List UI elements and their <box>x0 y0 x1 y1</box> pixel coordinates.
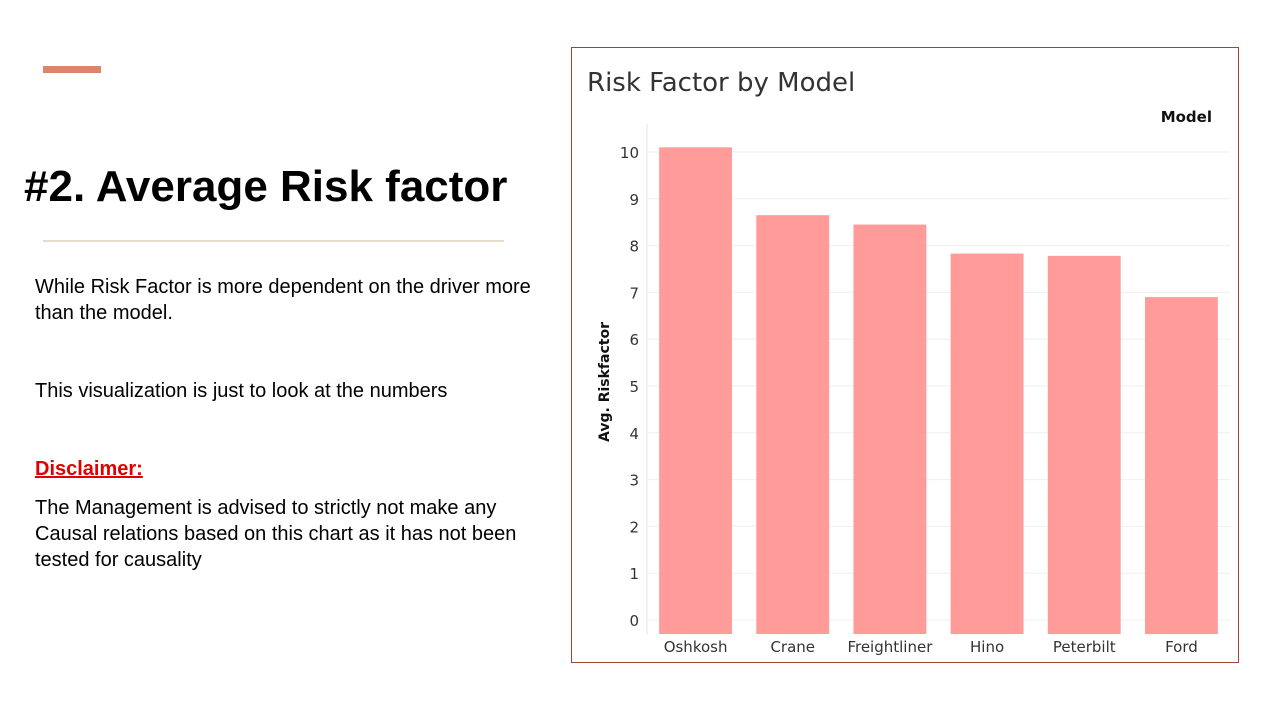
y-tick-label: 4 <box>629 425 639 443</box>
legend-title: Model <box>1161 108 1212 126</box>
y-axis-ticks: 0 1 2 3 4 5 6 7 8 9 10 <box>620 144 639 630</box>
risk-factor-chart: Risk Factor by Model Model Avg. Riskfact… <box>587 68 1230 656</box>
slide-title: #2. Average Risk factor <box>24 162 508 211</box>
y-tick-label: 3 <box>629 472 639 490</box>
y-tick-label: 1 <box>629 565 639 583</box>
y-tick-label: 5 <box>629 378 639 396</box>
accent-bar <box>43 66 101 73</box>
bar-crane <box>756 215 830 635</box>
bar-ford <box>1144 297 1218 635</box>
bar-hino <box>950 253 1024 635</box>
x-tick-label: Peterbilt <box>1053 638 1116 656</box>
y-tick-label: 2 <box>629 518 639 536</box>
bar-oshkosh <box>659 147 733 635</box>
y-tick-label: 9 <box>629 191 639 209</box>
y-tick-label: 8 <box>629 238 639 256</box>
bar-peterbilt <box>1047 255 1121 635</box>
x-axis-categories: Oshkosh Crane Freightliner Hino Peterbilt For… <box>664 638 1198 656</box>
title-divider <box>43 240 504 242</box>
chart-title: Risk Factor by Model <box>587 68 855 98</box>
x-tick-label: Freightliner <box>847 638 933 656</box>
y-axis-label: Avg. Riskfactor <box>597 322 613 442</box>
grid-lines <box>646 123 1230 635</box>
body-paragraph-visualization: This visualization is just to look at th… <box>35 380 448 402</box>
bars <box>659 147 1218 635</box>
y-tick-label: 6 <box>629 331 639 349</box>
y-tick-label: 7 <box>629 284 639 302</box>
x-tick-label: Hino <box>970 638 1004 656</box>
y-tick-label: 10 <box>620 144 639 162</box>
bar-freightliner <box>853 224 927 635</box>
x-tick-label: Oshkosh <box>664 638 728 656</box>
disclaimer-label: Disclaimer: <box>35 458 143 480</box>
disclaimer-text: The Management is advised to strictly no… <box>35 497 517 571</box>
y-tick-label: 0 <box>629 612 639 630</box>
chart-frame: Risk Factor by Model Model Avg. Riskfact… <box>571 47 1239 663</box>
body-paragraph-driver: While Risk Factor is more dependent on t… <box>35 276 531 324</box>
x-tick-label: Crane <box>770 638 815 656</box>
x-tick-label: Ford <box>1165 638 1198 656</box>
